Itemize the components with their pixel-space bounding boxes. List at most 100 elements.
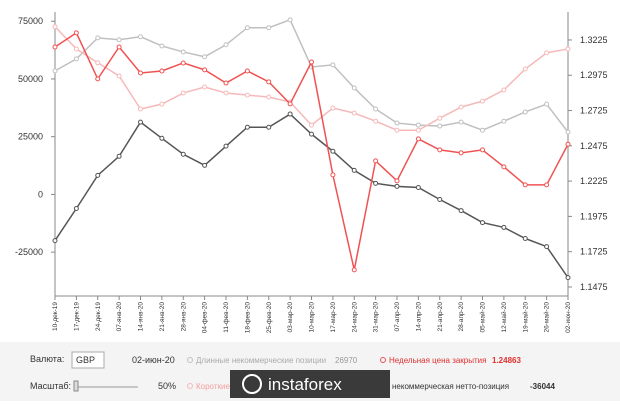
legend-label: Короткие [196,382,230,391]
data-point [544,244,550,250]
data-point [522,182,528,188]
data-point [501,87,507,93]
data-point [330,62,336,68]
data-point [309,122,314,128]
data-point [138,70,143,76]
data-point [394,127,400,133]
data-point [266,79,272,85]
data-point [116,37,122,43]
data-point [202,67,208,73]
data-point [351,110,357,116]
y2-tick-label: 1.1725 [580,247,608,257]
data-point [159,43,165,49]
watermark-band [230,370,390,398]
data-point [522,236,528,242]
data-point [480,127,485,133]
data-point [116,73,122,79]
data-point [522,66,528,72]
data-point [223,42,229,48]
data-point [73,30,79,36]
data-point [565,275,571,281]
data-point [202,162,208,168]
x-tick-label: 21-янв-20 [159,302,166,332]
data-point [95,60,101,66]
x-tick-label: 28-апр-20 [458,302,465,332]
data-point [330,172,336,178]
x-tick-label: 02-июн-20 [565,302,572,333]
legend-label: Недельная цена закрытия [389,356,486,365]
currency-label: Валюта: [30,354,64,364]
x-tick-label: 11-фев-20 [223,302,230,333]
legend-label: некоммерческая нетто-позиция [392,382,509,391]
series-line [54,26,569,131]
data-point [266,94,272,100]
scale-label: Масштаб: [30,381,71,391]
legend-value: -36044 [530,382,555,391]
data-point [394,178,400,184]
data-point [180,90,186,96]
data-point [415,122,421,128]
data-point [394,183,400,189]
data-point [244,92,250,98]
data-point [180,49,186,55]
data-point [52,68,58,74]
x-tick-label: 31-мар-20 [373,302,380,333]
data-point [287,17,293,23]
x-tick-label: 24-дек-19 [95,302,102,331]
data-point [138,119,143,125]
data-point [138,34,143,40]
data-point [544,101,550,107]
data-point [159,135,165,141]
data-point [95,76,101,82]
currency-select[interactable] [71,351,105,369]
data-point [458,119,464,125]
data-point [309,59,314,65]
data-point [52,44,58,50]
y2-tick-label: 1.2225 [580,176,608,186]
data-point [415,184,421,190]
data-point [415,136,421,142]
data-point [52,24,58,30]
data-point [287,101,293,107]
data-point [116,44,122,50]
legend-icon [187,383,193,389]
data-point [202,54,208,60]
legend-icon [187,357,193,363]
data-point [330,105,336,111]
data-point [437,147,443,153]
series-line [54,113,569,279]
data-point [565,129,571,135]
y2-tick-label: 1.3225 [580,35,608,45]
data-point [52,238,58,244]
data-point [73,46,79,52]
slider-handle[interactable] [73,380,79,392]
x-tick-label: 18-фев-20 [244,302,251,334]
y2-tick-label: 1.2725 [580,106,608,116]
data-point [223,80,229,86]
data-point [330,148,336,154]
y-tick-label: 50000 [18,74,43,84]
data-point [159,101,165,107]
controls: Валюта: GBP 02-июн-20 Длинные некоммерче… [30,351,555,398]
data-point [351,167,357,173]
data-point [544,50,550,56]
x-tick-label: 05-май-20 [479,302,487,333]
data-point [159,68,165,74]
data-point [458,104,464,110]
data-point [202,84,208,90]
x-tick-label: 21-апр-20 [437,302,444,332]
data-point [480,147,485,153]
data-point [458,208,464,214]
data-point [95,172,101,178]
data-point [394,120,400,126]
y2-tick-label: 1.2975 [580,70,608,80]
data-point [458,150,464,156]
data-point [437,196,443,202]
data-point [266,124,272,130]
x-tick-label: 12-май-20 [500,302,508,333]
data-point [565,141,571,147]
data-point [309,131,314,137]
x-tick-label: 07-янв-20 [116,302,123,332]
data-point [287,111,293,117]
